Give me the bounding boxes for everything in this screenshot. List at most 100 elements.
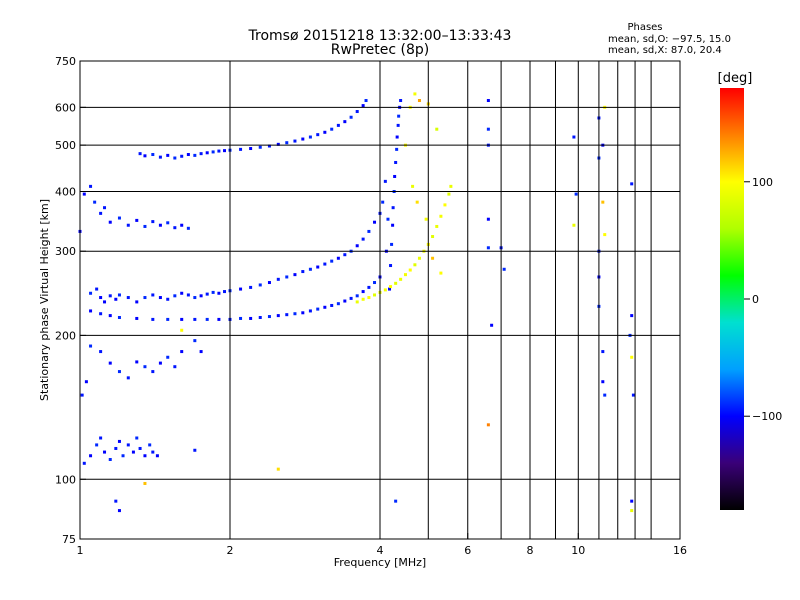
data-point bbox=[143, 365, 147, 369]
data-point bbox=[151, 220, 155, 224]
data-point bbox=[205, 151, 209, 155]
data-point bbox=[89, 291, 93, 295]
data-point bbox=[397, 114, 401, 118]
data-point bbox=[439, 271, 443, 275]
data-point bbox=[316, 307, 320, 311]
data-point bbox=[285, 313, 289, 317]
data-point bbox=[343, 299, 347, 303]
chart-subtitle: RwPretec (8p) bbox=[331, 42, 429, 58]
data-point bbox=[151, 450, 155, 454]
data-point bbox=[186, 153, 190, 157]
data-point bbox=[330, 259, 334, 263]
data-point bbox=[173, 365, 177, 369]
data-point bbox=[180, 291, 184, 295]
data-point bbox=[367, 285, 371, 289]
data-point bbox=[293, 312, 297, 316]
data-point bbox=[395, 135, 399, 139]
data-point bbox=[126, 296, 130, 300]
y-tick-label: 600 bbox=[55, 101, 76, 114]
data-point bbox=[135, 300, 139, 304]
data-point bbox=[158, 223, 162, 227]
data-point bbox=[239, 147, 243, 151]
data-point bbox=[408, 268, 412, 272]
x-tick-label: 2 bbox=[227, 544, 234, 557]
data-point bbox=[367, 229, 371, 233]
colorbar-tick-label: −100 bbox=[752, 410, 782, 423]
data-point bbox=[373, 281, 377, 285]
data-point bbox=[180, 223, 184, 227]
data-point bbox=[239, 316, 243, 320]
data-point bbox=[355, 300, 359, 304]
data-point bbox=[572, 223, 576, 227]
y-tick-label: 100 bbox=[55, 473, 76, 486]
data-point bbox=[343, 253, 347, 257]
data-point bbox=[135, 218, 139, 222]
phases-header: Phases bbox=[627, 22, 662, 33]
y-tick-label: 500 bbox=[55, 139, 76, 152]
x-tick-label: 4 bbox=[377, 544, 384, 557]
data-point bbox=[349, 296, 353, 300]
data-point bbox=[449, 184, 453, 188]
data-point bbox=[301, 270, 305, 274]
data-point bbox=[349, 115, 353, 119]
data-point bbox=[117, 370, 121, 374]
data-point bbox=[103, 300, 107, 304]
data-point bbox=[193, 339, 197, 343]
x-tick-label: 10 bbox=[571, 544, 585, 557]
data-point bbox=[114, 297, 118, 301]
data-point bbox=[99, 296, 103, 300]
data-point bbox=[267, 281, 271, 285]
data-point bbox=[166, 297, 170, 301]
data-point bbox=[435, 127, 439, 131]
data-point bbox=[117, 439, 121, 443]
data-point bbox=[117, 293, 121, 297]
data-point bbox=[395, 147, 399, 151]
data-point bbox=[205, 317, 209, 321]
data-point bbox=[95, 443, 99, 447]
x-tick-label: 1 bbox=[77, 544, 84, 557]
data-point bbox=[486, 246, 490, 250]
data-point bbox=[447, 192, 451, 196]
data-point bbox=[431, 235, 435, 239]
x-axis: 1 2 4 6 8 10 16 bbox=[77, 533, 687, 557]
colorbar bbox=[720, 88, 744, 510]
data-point bbox=[355, 294, 359, 298]
data-point bbox=[166, 317, 170, 321]
data-point bbox=[631, 393, 635, 397]
y-axis-label: Stationary phase Virtual Height [km] bbox=[38, 199, 51, 401]
data-point bbox=[336, 256, 340, 260]
data-point bbox=[143, 481, 147, 485]
data-point bbox=[211, 290, 215, 294]
data-point bbox=[316, 133, 320, 137]
data-point bbox=[199, 294, 203, 298]
data-point bbox=[117, 509, 121, 513]
data-point bbox=[93, 200, 97, 204]
data-point bbox=[186, 226, 190, 230]
data-point bbox=[601, 350, 605, 354]
x-tick-label: 6 bbox=[464, 544, 471, 557]
data-point bbox=[205, 292, 209, 296]
data-point bbox=[173, 294, 177, 298]
data-point bbox=[391, 223, 395, 227]
data-point bbox=[148, 443, 152, 447]
phases-mean-x: mean, sd,X: 87.0, 20.4 bbox=[608, 45, 722, 56]
data-point bbox=[389, 264, 393, 268]
colorbar-ticks: 100 0 −100 bbox=[744, 176, 782, 423]
data-point bbox=[267, 144, 271, 148]
data-point bbox=[108, 361, 112, 365]
data-point bbox=[99, 312, 103, 316]
data-point bbox=[180, 154, 184, 158]
data-point bbox=[502, 267, 506, 271]
data-point bbox=[276, 314, 280, 318]
data-point bbox=[103, 450, 107, 454]
data-point bbox=[82, 461, 86, 465]
data-point bbox=[126, 376, 130, 380]
data-point bbox=[223, 149, 227, 153]
data-point bbox=[373, 220, 377, 224]
data-point bbox=[135, 360, 139, 364]
data-points bbox=[78, 92, 635, 513]
data-point bbox=[151, 293, 155, 297]
data-point bbox=[355, 110, 359, 114]
data-point bbox=[126, 443, 130, 447]
data-point bbox=[330, 127, 334, 131]
